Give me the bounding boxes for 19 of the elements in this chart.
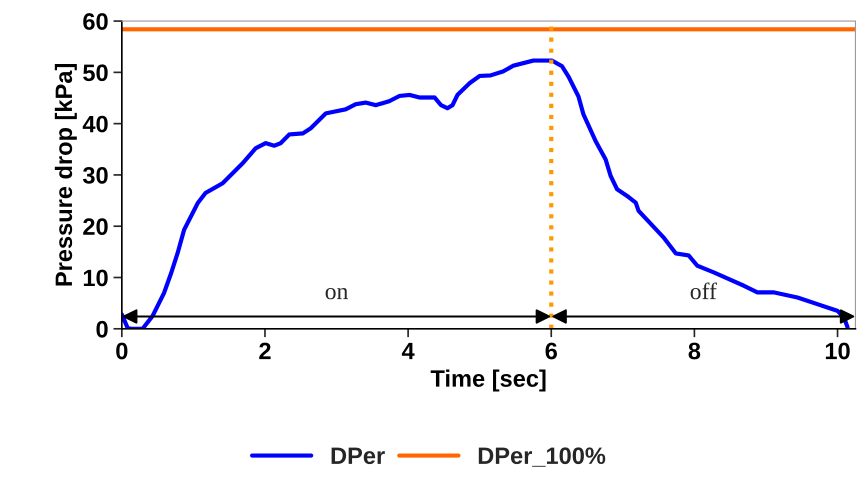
annotation: on	[326, 288, 348, 300]
x-tick-label: 6	[546, 342, 557, 360]
y-tick-label: 20	[83, 218, 108, 236]
annotation: off	[690, 282, 717, 300]
y-tick-label: 0	[96, 320, 108, 338]
x-axis-title: Time [sec]	[430, 370, 546, 392]
x-tick-label: 4	[402, 342, 415, 360]
y-tick-label: 50	[83, 64, 108, 82]
x-tick-label: 0	[116, 342, 128, 360]
y-tick-label: 30	[82, 167, 108, 184]
x-tick-label: 8	[688, 342, 700, 360]
x-tick-label: 2	[259, 342, 271, 360]
y-tick-label: 60	[83, 13, 108, 30]
y-axis-title: Pressure drop [kPa]	[54, 64, 77, 286]
x-tick-label: 10	[826, 342, 850, 360]
y-tick-label: 40	[82, 116, 108, 132]
legend-label: DPer_100%	[478, 447, 606, 467]
y-tick-label: 10	[84, 270, 108, 286]
legend-label: DPer	[332, 448, 385, 464]
